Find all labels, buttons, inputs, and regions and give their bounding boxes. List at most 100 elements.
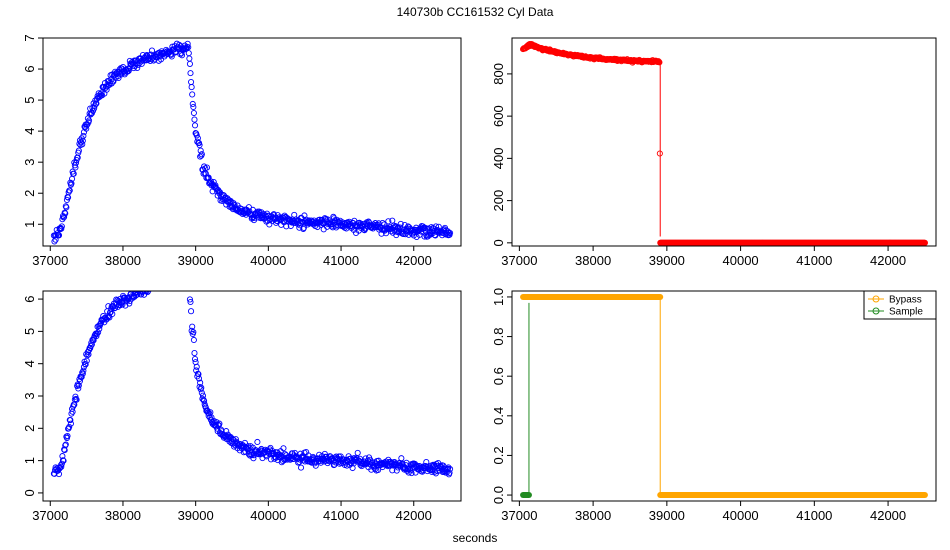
data-point (179, 277, 184, 282)
data-point (58, 463, 65, 470)
data-point (66, 423, 73, 430)
data-point (149, 285, 154, 290)
data-point (171, 278, 176, 283)
data-point (188, 78, 195, 86)
data-point (360, 226, 367, 233)
data-point (170, 276, 175, 281)
data-point (160, 281, 165, 286)
data-point (166, 279, 171, 284)
data-point (656, 150, 663, 157)
data-point (171, 276, 176, 281)
x-tick-label: 39000 (649, 508, 685, 523)
y-tick-label: 5 (22, 328, 37, 335)
x-tick-label: 42000 (870, 253, 906, 268)
data-point (177, 272, 182, 277)
y-tick-label: 3 (22, 159, 37, 166)
data-point (159, 277, 164, 282)
data-point (198, 389, 205, 396)
data-point (267, 444, 274, 451)
data-point (147, 280, 152, 285)
x-tick-label: 41000 (796, 508, 832, 523)
x-tick-label: 40000 (250, 253, 286, 268)
data-point (61, 213, 68, 221)
data-point (167, 272, 172, 277)
data-point (80, 367, 87, 374)
data-point (85, 351, 92, 358)
data-point (76, 377, 84, 385)
data-point (182, 274, 187, 279)
data-point (248, 452, 255, 459)
data-point (85, 117, 93, 124)
data-point (212, 182, 219, 189)
data-point (190, 109, 197, 117)
data-point (68, 180, 75, 187)
data-point (162, 282, 167, 287)
data-point (191, 116, 198, 123)
data-point (107, 309, 114, 316)
data-point (215, 421, 222, 428)
x-tick-label: 40000 (250, 508, 286, 523)
data-point (160, 281, 165, 286)
x-tick-label: 42000 (870, 508, 906, 523)
data-point (180, 276, 185, 281)
legend-marker (872, 307, 880, 315)
data-point (56, 465, 63, 472)
data-point (193, 363, 200, 370)
data-point (64, 432, 71, 440)
y-tick-label: 400 (491, 148, 506, 170)
data-point (188, 84, 195, 91)
data-point (191, 122, 199, 129)
y-tick-label: 5 (22, 96, 37, 103)
data-point (153, 281, 158, 286)
y-tick-label: 0 (491, 239, 506, 246)
x-tick-label: 41000 (323, 253, 359, 268)
data-point (164, 283, 169, 288)
y-tick-label: 6 (22, 65, 37, 72)
data-point (164, 275, 169, 280)
data-point (82, 361, 89, 368)
y-tick-label: 2 (22, 425, 37, 432)
data-point (153, 284, 158, 289)
data-point (174, 269, 179, 274)
data-point (164, 48, 171, 55)
data-point (185, 276, 190, 281)
y-tick-label: 4 (22, 360, 37, 367)
y-tick-label: 1.0 (491, 288, 506, 306)
data-point (156, 279, 161, 284)
data-point (195, 375, 203, 382)
data-point (162, 278, 167, 283)
data-point (134, 64, 141, 72)
x-tick-label: 39000 (178, 508, 214, 523)
data-point (83, 125, 90, 132)
data-point (189, 91, 196, 98)
data-point (76, 140, 83, 147)
plot-area (520, 40, 928, 246)
x-tick-label: 42000 (396, 508, 432, 523)
data-point (185, 44, 192, 51)
data-point (142, 283, 147, 288)
y-tick-label: 6 (22, 295, 37, 302)
data-point (186, 60, 193, 67)
data-point (179, 278, 184, 283)
data-point (197, 147, 204, 154)
data-point (407, 467, 414, 474)
h2o-panel: 37000 38000 39000 40000 41000 42000 1 2 3 4 5 6 7 (22, 34, 462, 268)
solenoid-valves-panel: 37000 38000 39000 40000 41000 42000 0.0 0.2 0.4 0… (491, 288, 937, 523)
data-point (183, 278, 188, 283)
x-tick-label: 38000 (575, 253, 611, 268)
data-point (51, 238, 58, 245)
data-point (119, 301, 126, 308)
data-point (300, 224, 307, 231)
data-point (60, 457, 67, 464)
data-point (178, 280, 183, 285)
y-tick-label: 800 (491, 63, 506, 85)
data-point (172, 274, 177, 279)
data-point (136, 291, 140, 292)
data-point (173, 276, 178, 281)
data-point (296, 224, 303, 231)
h2o-fixed-panel: 37000 38000 39000 40000 41000 42000 0 1 2 3 4 5 6 (22, 269, 462, 523)
data-point (148, 47, 156, 54)
plot-frame (511, 37, 937, 247)
data-point (379, 219, 386, 227)
x-tick-label: 37000 (32, 508, 68, 523)
